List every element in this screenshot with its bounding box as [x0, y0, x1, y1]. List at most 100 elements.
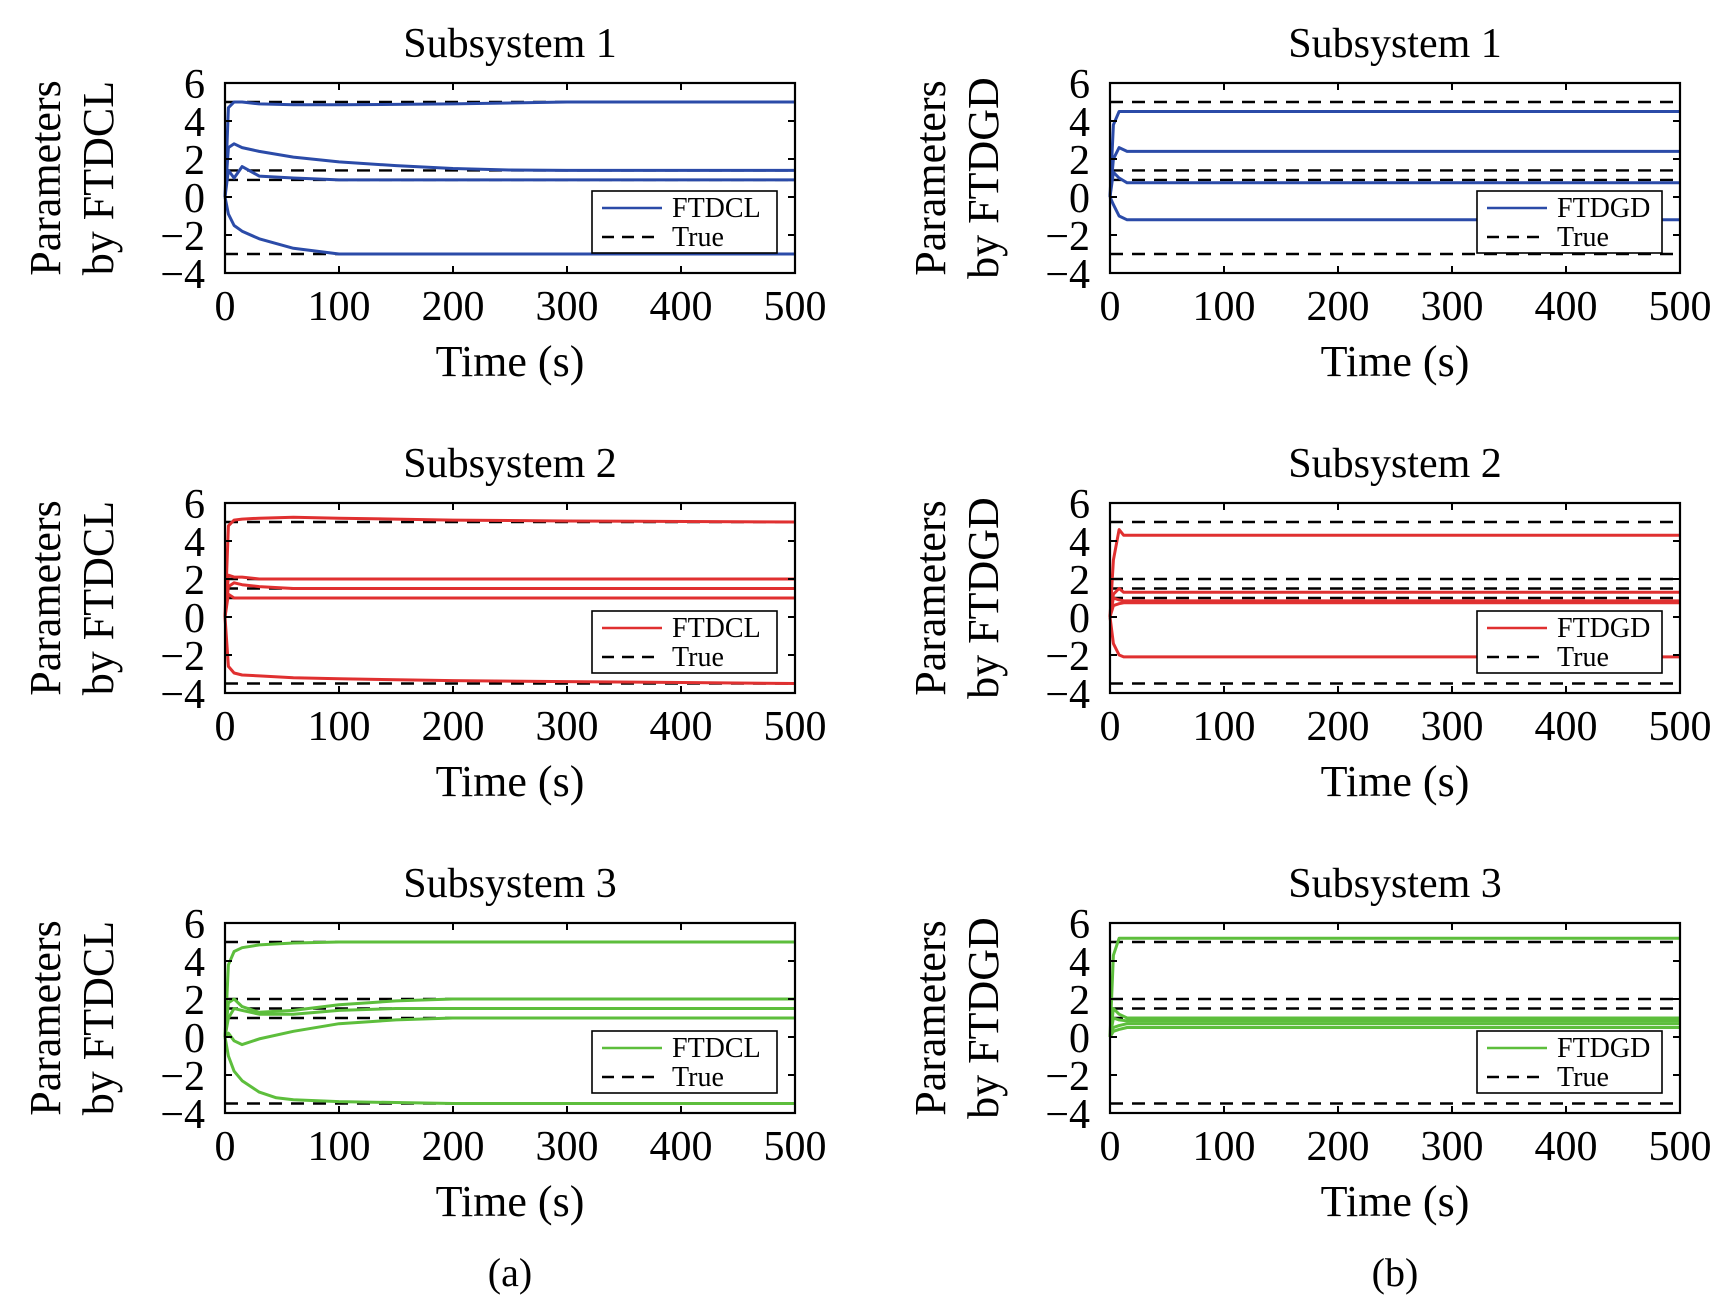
- y-axis-label-line2: by FTDGD: [959, 917, 1008, 1119]
- y-tick-label: 2: [184, 978, 205, 1024]
- y-tick-label: 6: [184, 482, 205, 528]
- legend-box: [591, 610, 778, 674]
- y-axis-label-line1: Parameters: [21, 80, 70, 275]
- y-tick-label: 4: [184, 940, 205, 986]
- plot-area-frame: [223, 921, 797, 1115]
- x-tick-label: 300: [536, 284, 599, 330]
- estimate-series-line: [1108, 1022, 1680, 1038]
- plot-area-frame: [1108, 81, 1682, 275]
- estimate-series-line: [1108, 110, 1680, 198]
- y-tick-label: −2: [1045, 1054, 1090, 1100]
- legend-label: True: [672, 642, 724, 673]
- x-axis-label: Time (s): [1321, 337, 1470, 386]
- y-tick-label: 2: [184, 138, 205, 184]
- legend-label: FTDGD: [1557, 193, 1650, 224]
- y-tick-label: 2: [184, 558, 205, 604]
- estimate-series-line: [223, 196, 795, 256]
- estimate-series-line: [223, 592, 795, 618]
- subplot-title: Subsystem 3: [403, 861, 617, 907]
- legend-box: [1476, 610, 1663, 674]
- y-tick-label: 6: [184, 62, 205, 108]
- subplot-3: Subsystem 20 100 200 300 400 500−4−20246Time …: [21, 441, 827, 806]
- estimate-series-line: [223, 165, 795, 198]
- x-tick-label: 500: [764, 284, 827, 330]
- y-tick-label: 6: [1069, 62, 1090, 108]
- x-tick-label: 400: [1535, 1124, 1598, 1170]
- subplot-2: Subsystem 10 100 200 300 400 500−4−20246Time …: [906, 21, 1712, 386]
- estimate-series-line: [1108, 616, 1680, 659]
- x-tick-label: 500: [1649, 284, 1712, 330]
- x-tick-label: 100: [308, 704, 371, 750]
- subplot-4: Subsystem 20 100 200 300 400 500−4−20246Time …: [906, 441, 1712, 806]
- x-tick-label: 100: [308, 1124, 371, 1170]
- y-tick-label: −2: [1045, 634, 1090, 680]
- legend-label: FTDCL: [672, 1033, 761, 1064]
- estimate-series-line: [223, 1007, 795, 1038]
- estimate-series-line: [1108, 1026, 1680, 1038]
- x-tick-label: 200: [422, 704, 485, 750]
- y-tick-label: −2: [160, 214, 205, 260]
- y-axis-label-line1: Parameters: [906, 80, 955, 275]
- x-tick-label: 0: [1100, 1124, 1121, 1170]
- x-tick-label: 0: [215, 1124, 236, 1170]
- y-axis-label-line1: Parameters: [21, 500, 70, 695]
- subplot-title: Subsystem 3: [1288, 861, 1502, 907]
- legend-box: [1476, 190, 1663, 254]
- legend-label: True: [1557, 1062, 1609, 1093]
- y-axis-label-line2: by FTDGD: [959, 497, 1008, 699]
- subplot-title: Subsystem 2: [1288, 441, 1502, 487]
- plot-area-frame: [1108, 501, 1682, 695]
- plot-area-frame: [223, 81, 797, 275]
- x-tick-label: 200: [1307, 704, 1370, 750]
- y-tick-label: −4: [160, 252, 205, 298]
- x-tick-label: 300: [1421, 284, 1484, 330]
- y-tick-label: 0: [184, 1016, 205, 1062]
- estimate-series-line: [223, 997, 795, 1038]
- y-tick-label: −4: [1045, 252, 1090, 298]
- x-tick-label: 300: [536, 704, 599, 750]
- y-tick-label: −2: [1045, 214, 1090, 260]
- x-tick-label: 100: [308, 284, 371, 330]
- estimate-series-line: [223, 940, 795, 1038]
- estimate-series-line: [1108, 170, 1680, 198]
- x-tick-label: 200: [422, 284, 485, 330]
- y-axis-label-line2: by FTDCL: [74, 501, 123, 695]
- x-tick-label: 500: [764, 1124, 827, 1170]
- y-tick-label: 4: [1069, 100, 1090, 146]
- x-tick-label: 500: [764, 704, 827, 750]
- y-tick-label: 0: [1069, 596, 1090, 642]
- legend-label: FTDGD: [1557, 613, 1650, 644]
- x-tick-label: 0: [215, 704, 236, 750]
- x-tick-label: 400: [650, 284, 713, 330]
- estimate-series-line: [1108, 1007, 1680, 1038]
- x-tick-label: 300: [1421, 1124, 1484, 1170]
- x-tick-label: 100: [1193, 704, 1256, 750]
- x-tick-label: 100: [1193, 284, 1256, 330]
- x-tick-label: 400: [1535, 704, 1598, 750]
- y-tick-label: 0: [184, 596, 205, 642]
- y-tick-label: 4: [184, 100, 205, 146]
- y-tick-label: 2: [1069, 558, 1090, 604]
- y-tick-label: 0: [184, 176, 205, 222]
- x-tick-label: 200: [422, 1124, 485, 1170]
- plot-area-frame: [223, 501, 797, 695]
- y-tick-label: 0: [1069, 176, 1090, 222]
- y-tick-label: 4: [1069, 520, 1090, 566]
- estimate-series-line: [1108, 1016, 1680, 1038]
- plot-area-frame: [1108, 921, 1682, 1115]
- subplot-6: Subsystem 30 100 200 300 400 500−4−20246Time …: [906, 861, 1712, 1226]
- estimate-series-line: [1108, 587, 1680, 618]
- y-tick-label: 4: [1069, 940, 1090, 986]
- y-tick-label: 0: [1069, 1016, 1090, 1062]
- estimate-series-line: [1108, 146, 1680, 198]
- y-axis-label-line2: by FTDGD: [959, 77, 1008, 279]
- y-tick-label: −2: [160, 634, 205, 680]
- x-tick-label: 300: [1421, 704, 1484, 750]
- x-tick-label: 300: [536, 1124, 599, 1170]
- estimate-series-line: [1108, 528, 1680, 618]
- x-axis-label: Time (s): [436, 757, 585, 806]
- x-axis-label: Time (s): [436, 1177, 585, 1226]
